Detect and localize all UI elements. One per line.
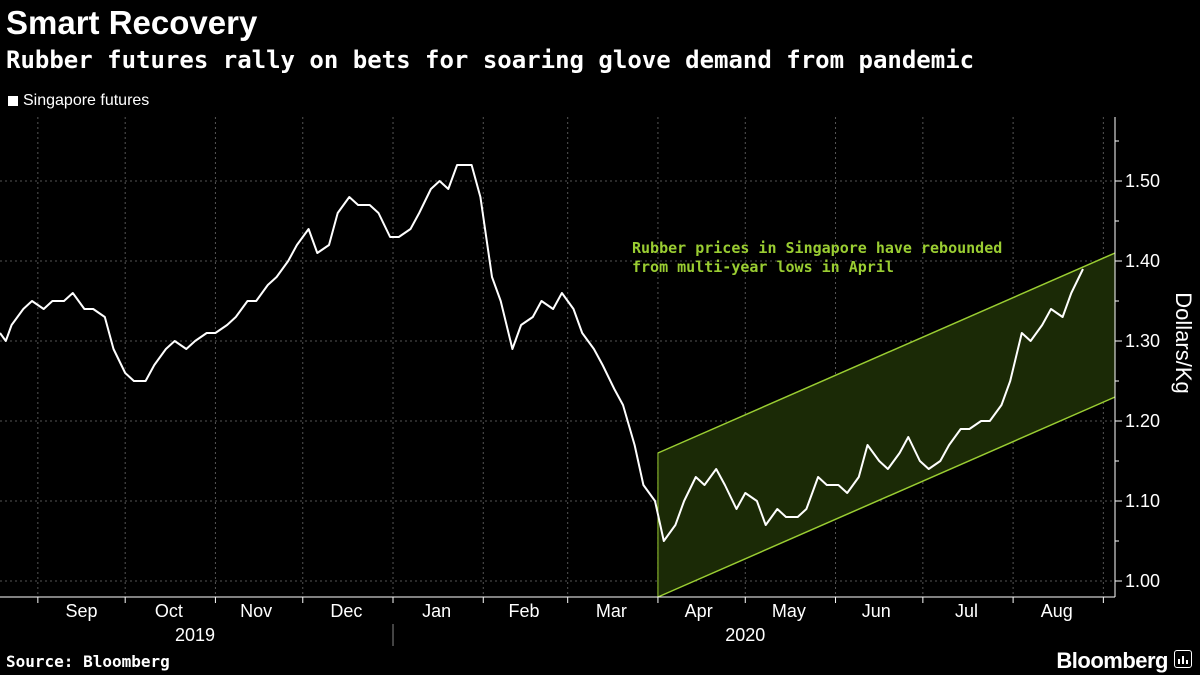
x-tick-label: Oct [155, 601, 183, 621]
x-tick-label: May [772, 601, 806, 621]
x-tick-label: Mar [596, 601, 627, 621]
annotation-text-line: Rubber prices in Singapore have rebounde… [632, 239, 1002, 257]
axes: 1.00 1.10 1.20 1.30 1.40 1.50 Dollars/Kg Sep Oct… [0, 117, 1196, 646]
legend-swatch [8, 96, 18, 106]
series-line-singapore-futures [0, 164, 1084, 542]
legend-label: Singapore futures [23, 92, 150, 109]
chart-subtitle: Rubber futures rally on bets for soaring… [6, 46, 975, 74]
y-tick-label: 1.00 [1125, 571, 1160, 591]
channel-upper-line [657, 252, 1116, 454]
y-tick-label: 1.20 [1125, 411, 1160, 431]
legend: Singapore futures [8, 92, 149, 110]
x-tick-label: Sep [65, 601, 97, 621]
x-tick-label: Jun [862, 601, 891, 621]
x-tick-label: Jul [955, 601, 978, 621]
y-tick-label: 1.30 [1125, 331, 1160, 351]
source-note: Source: Bloomberg [6, 652, 170, 671]
trend-channel [657, 252, 1116, 598]
bloomberg-chart-icon [1174, 650, 1192, 668]
brand-wordmark: Bloomberg [1056, 648, 1168, 673]
x-tick-label: Nov [240, 601, 272, 621]
x-tick-label: Apr [685, 601, 713, 621]
chart-title: Smart Recovery [6, 4, 258, 41]
y-tick-label: 1.40 [1125, 251, 1160, 271]
grid [0, 117, 1115, 597]
y-axis-label: Dollars/Kg [1171, 292, 1196, 393]
annotation-text-line: from multi-year lows in April [632, 258, 894, 276]
series-layer [0, 164, 1084, 542]
x-tick-label: Jan [422, 601, 451, 621]
x-tick-label: Feb [509, 601, 540, 621]
channel-lower-line [657, 396, 1116, 598]
year-label: 2020 [725, 625, 765, 645]
channel-fill [657, 253, 1115, 597]
year-label: 2019 [175, 625, 215, 645]
x-tick-label: Aug [1041, 601, 1073, 621]
annotation: Rubber prices in Singapore have rebounde… [632, 239, 1002, 276]
y-tick-label: 1.50 [1125, 171, 1160, 191]
y-tick-label: 1.10 [1125, 491, 1160, 511]
x-tick-label: Dec [330, 601, 362, 621]
